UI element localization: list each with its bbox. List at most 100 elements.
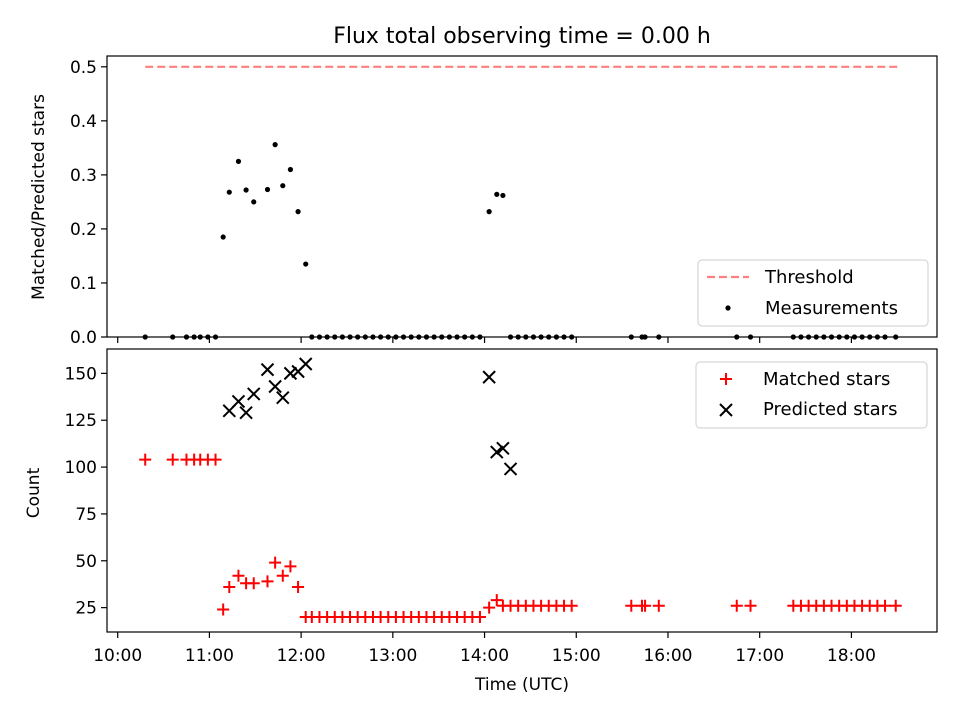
bottom-y-tick-label: 100 [65, 458, 97, 478]
measurement-point [836, 334, 842, 340]
measurement-point [287, 166, 294, 173]
top-legend-box [697, 259, 929, 327]
measurement-point [370, 334, 376, 340]
measurement-point [170, 334, 176, 340]
top-y-tick-label: 0.1 [70, 274, 97, 294]
top-y-tick-label: 0.2 [70, 220, 97, 240]
measurement-point [400, 334, 407, 340]
measurement-point [469, 334, 475, 340]
measurement-point [280, 183, 286, 189]
measurement-point [642, 334, 648, 340]
top-y-tick-label: 0.3 [70, 166, 97, 186]
measurement-point [378, 334, 384, 340]
measurement-point [316, 334, 323, 340]
matched-point [223, 581, 236, 594]
bottom-y-axis-label: Count [24, 467, 44, 518]
predicted-point [299, 357, 313, 371]
matched-point [217, 603, 230, 616]
measurement-point [385, 334, 391, 340]
measurement-point [408, 334, 414, 340]
measurement-point [569, 334, 575, 340]
bottom-y-tick-label: 50 [75, 552, 97, 572]
measurement-point [423, 334, 430, 340]
figure-title: Flux total observing time = 0.00 h [333, 24, 711, 49]
predicted-point [490, 445, 504, 459]
matched-point [730, 599, 743, 612]
measurement-point [734, 334, 740, 340]
measurement-point [295, 209, 301, 215]
predicted-legend-swatch [719, 403, 733, 417]
measurement-point [431, 334, 437, 340]
bottom-y-tick-label: 150 [65, 364, 97, 384]
measurement-point [523, 334, 529, 340]
matched-legend-swatch [720, 373, 732, 385]
measurement-point [355, 334, 361, 340]
predicted-point [276, 391, 290, 405]
measurement-point [538, 334, 544, 340]
x-tick-label: 12:00 [277, 646, 326, 666]
measurement-point [332, 334, 338, 340]
measurement-point [747, 334, 754, 340]
x-tick-label: 17:00 [735, 646, 784, 666]
top-x-ticks [117, 337, 853, 343]
threshold-legend-label: Threshold [764, 267, 854, 288]
measurement-point [324, 334, 330, 340]
measurement-point [272, 142, 278, 148]
measurement-point [309, 334, 315, 340]
measurement-point [813, 334, 819, 340]
top-panel: 0.0 0.1 0.2 0.3 0.4 0.5 Matched/Predicted sta… [29, 55, 938, 348]
top-legend: Threshold Measurements [697, 259, 929, 327]
x-tick-label: 13:00 [368, 646, 417, 666]
matched-legend-label: Matched stars [763, 369, 890, 390]
predicted-point [482, 370, 496, 384]
matched-point [652, 599, 665, 612]
predicted-point [247, 387, 261, 401]
top-y-tick-label: 0.0 [70, 328, 97, 348]
predicted-point [496, 441, 510, 456]
measurement-point [507, 334, 514, 340]
measurement-point [851, 334, 858, 340]
matched-point [269, 556, 282, 569]
bottom-y-tick-label: 25 [75, 599, 97, 619]
measurement-point [226, 189, 232, 195]
measurement-point [530, 334, 537, 340]
matched-point [292, 581, 305, 594]
top-y-ticks: 0.0 0.1 0.2 0.3 0.4 0.5 [70, 58, 107, 348]
measurement-point [828, 334, 835, 340]
measurement-point [494, 191, 500, 197]
measurements-legend-swatch [725, 305, 731, 311]
predicted-point [503, 462, 518, 476]
predicted-point [268, 379, 282, 394]
measurement-point [515, 334, 521, 340]
bottom-legend: Matched stars Predicted stars [695, 361, 928, 429]
predicted-legend-label: Predicted stars [763, 399, 897, 420]
measurement-point [882, 334, 888, 340]
x-tick-label: 14:00 [460, 646, 509, 666]
measurement-point [446, 334, 452, 340]
matched-point [232, 569, 245, 582]
measurement-point [893, 334, 899, 340]
matched-point [490, 594, 503, 607]
matched-point [565, 599, 578, 612]
measurement-point [500, 192, 506, 199]
matched-point [744, 599, 757, 612]
measurement-point [251, 199, 257, 205]
matched-point [483, 601, 496, 614]
measurements-legend-label: Measurements [765, 298, 898, 319]
measurement-point [859, 334, 865, 340]
measurement-point [339, 334, 345, 340]
x-tick-label: 11:00 [185, 646, 234, 666]
measurement-point [628, 334, 634, 340]
matched-point [139, 453, 152, 466]
measurement-point [220, 234, 226, 240]
measurement-point [303, 261, 309, 267]
measurement-point [235, 158, 242, 164]
top-y-tick-label: 0.5 [70, 58, 97, 78]
matched-point [639, 599, 652, 612]
bottom-x-ticks: 10:00 11:00 12:00 13:00 14:00 15:00 16:00 17:00… [93, 632, 876, 666]
x-tick-label: 18:00 [827, 646, 876, 666]
bottom-legend-box [695, 361, 928, 429]
matched-point [276, 569, 289, 582]
measurement-point [183, 334, 190, 340]
